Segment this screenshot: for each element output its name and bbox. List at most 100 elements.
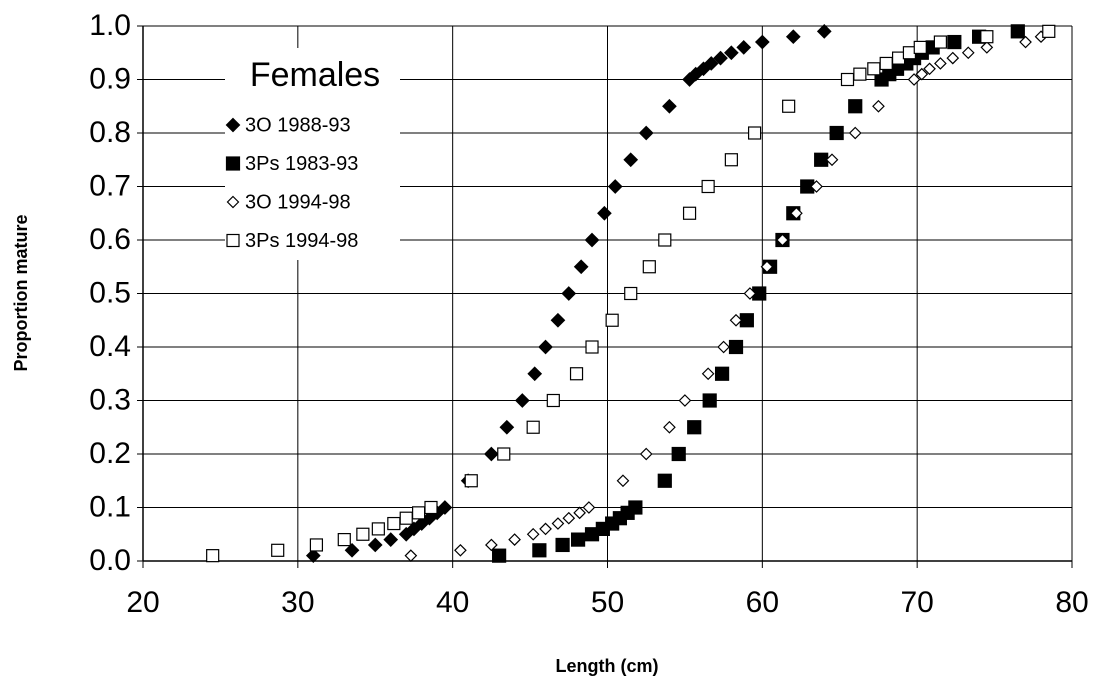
legend: Females 3O 1988-93 3Ps 1983-93 3O 1994-98 3P… [225,48,400,260]
data-point [747,126,762,140]
data-point [790,206,803,220]
data-point [271,543,285,557]
data-point [526,420,540,434]
data-point [980,30,994,44]
data-point [961,46,975,60]
data-point [464,474,478,488]
y-tick-label: 1.0 [89,9,131,42]
data-point [561,286,577,301]
x-tick-label: 30 [281,586,314,619]
data-point [387,516,401,531]
data-point [743,287,757,300]
data-point [947,34,962,50]
y-tick-label: 0.7 [89,169,131,202]
x-axis-title: Length (cm) [556,656,659,676]
legend-box [225,48,400,260]
data-point [527,366,543,382]
y-tick-label: 0.6 [89,223,131,256]
data-point [638,125,654,141]
data-point [663,420,676,434]
data-point [714,366,730,381]
data-point [867,62,881,76]
x-tick-label: 80 [1055,586,1088,619]
data-point [760,260,774,274]
data-point [499,419,515,435]
data-point [526,527,540,541]
data-point [404,549,418,562]
legend-marker [226,233,240,248]
data-point [934,57,947,70]
data-point [546,393,560,408]
data-point [687,420,702,435]
data-point [946,51,960,65]
data-point [573,259,589,275]
data-point [701,179,715,194]
y-tick-label: 0.5 [89,276,131,309]
legend-label: 3Ps 1983-93 [245,153,358,175]
data-point [532,543,547,558]
data-point [724,153,738,167]
data-point [785,29,801,45]
data-point [848,99,863,114]
x-tick-label: 50 [591,586,624,619]
data-point [776,233,789,247]
y-tick-label: 0.2 [89,437,131,470]
data-point [662,98,677,114]
data-point [497,447,511,461]
data-point [367,537,383,553]
data-point [703,56,719,71]
legend-label: 3Ps 1994-98 [245,230,358,252]
data-point [628,500,643,515]
data-point [891,51,906,65]
data-point [872,99,885,113]
legend-marker [226,195,240,209]
y-tick-label: 0.8 [89,116,131,149]
data-point [907,73,921,86]
data-point [538,339,553,355]
data-point [555,537,570,553]
data-point [206,549,220,563]
data-point [729,313,743,327]
data-point [623,152,639,168]
data-point [933,35,947,49]
data-point [717,340,730,354]
data-point [658,233,672,247]
data-point [539,522,552,536]
data-point [1010,24,1025,39]
data-point [728,339,744,355]
legend-marker [225,117,241,133]
data-point [562,511,576,525]
data-point [782,99,796,113]
data-point [309,538,324,552]
data-point [550,312,566,328]
data-point [344,542,360,558]
data-point [585,340,599,354]
x-tick-label: 60 [746,586,779,619]
data-point [825,153,839,167]
data-point [1019,35,1032,49]
data-point [642,260,656,274]
data-point [337,532,351,547]
data-point [724,45,739,61]
data-point [305,548,321,563]
data-point [879,56,893,71]
data-point [736,40,752,55]
data-point [371,522,385,536]
legend-label: 3O 1994-98 [245,191,351,213]
data-point [607,179,623,194]
data-point [437,500,453,515]
data-point [657,473,672,488]
data-point [551,517,565,530]
data-point [570,532,586,547]
data-point [810,180,823,193]
data-point [829,125,844,141]
data-point [573,506,586,520]
data-point [913,40,927,55]
legend-title: Females [250,56,380,94]
data-point [412,506,426,520]
data-point [923,62,936,76]
data-point [980,41,994,54]
data-point [816,24,832,39]
data-point [713,50,728,66]
